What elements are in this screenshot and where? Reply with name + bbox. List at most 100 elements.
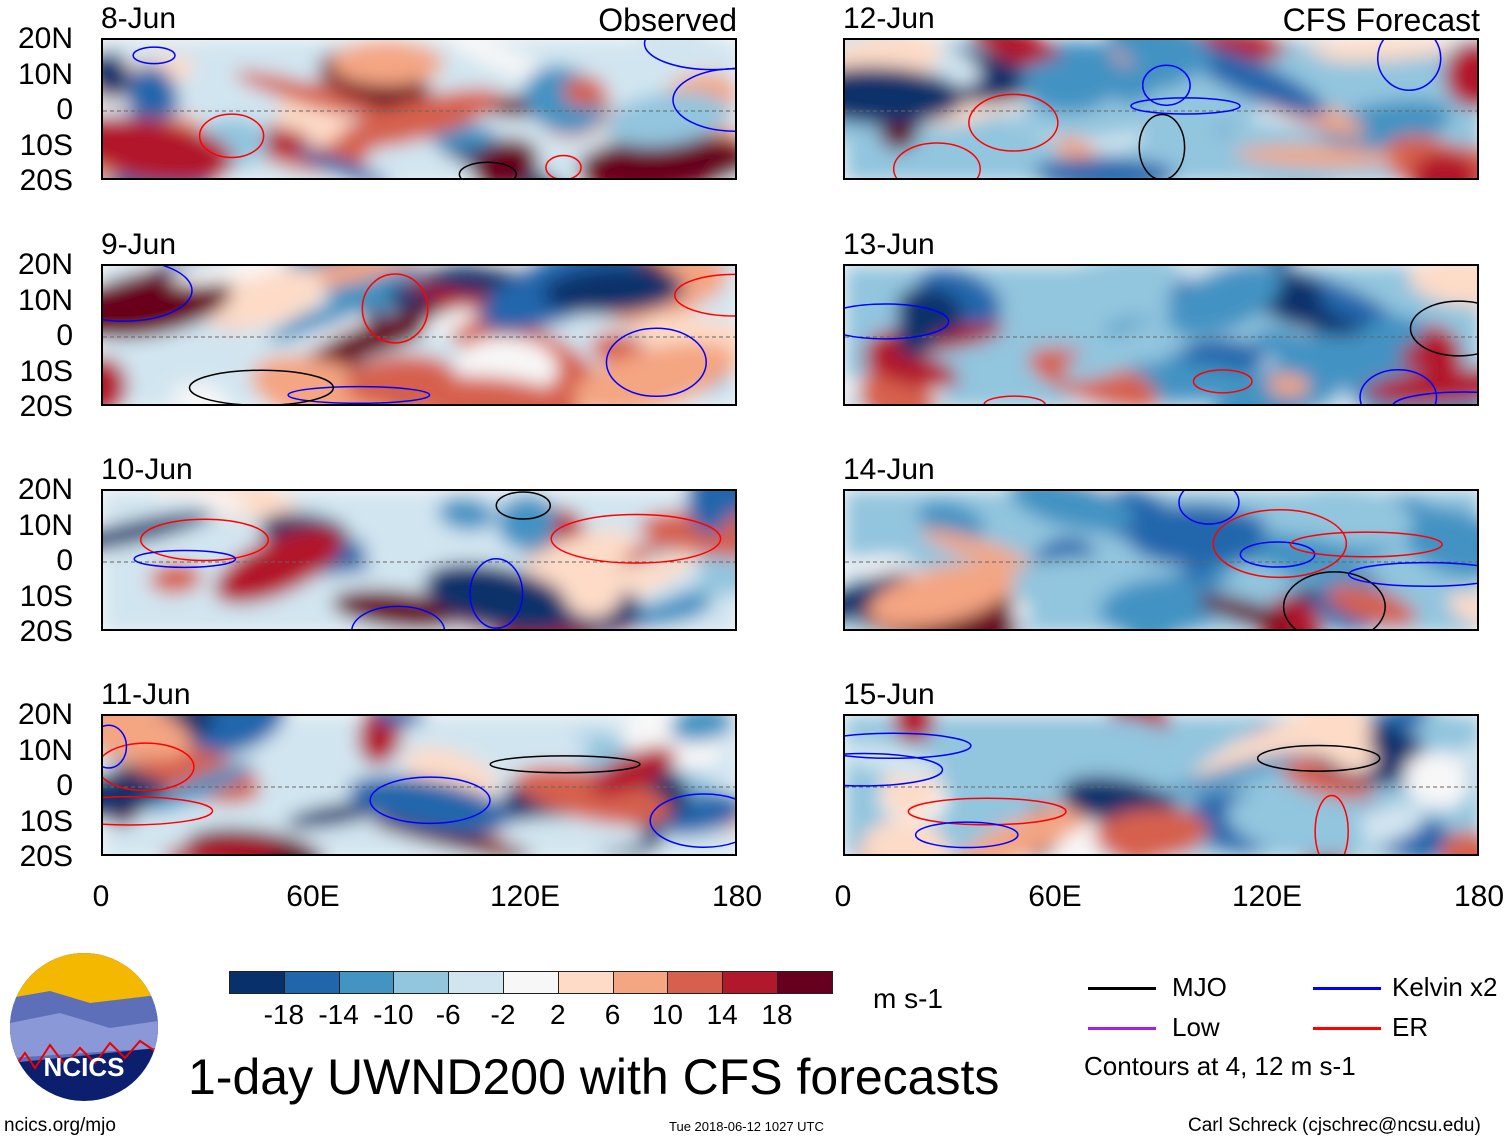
kelvin-contour (605, 327, 707, 398)
colorbar-tick-label: 14 (706, 999, 738, 1030)
wind-anomaly-patch (126, 65, 179, 131)
wind-anomaly-patch (103, 774, 169, 817)
er-contour (968, 93, 1059, 152)
map-panel (843, 714, 1479, 856)
er-contour (892, 142, 981, 178)
map-panel (101, 38, 737, 180)
wind-anomaly-patch (845, 742, 942, 779)
colorbar-swatch (722, 971, 778, 994)
wind-anomaly-patch (438, 497, 495, 531)
wind-anomaly-patch (578, 134, 735, 178)
panel-date: 9-Jun (101, 228, 177, 261)
wind-anomaly-patch (177, 716, 286, 756)
legend-low-label: Low (1172, 1012, 1220, 1042)
wind-anomaly-patch (1082, 717, 1195, 790)
kelvin-contour (1359, 368, 1438, 404)
wind-anomaly-patch (562, 75, 607, 107)
panel-date: 8-Jun (101, 2, 177, 35)
wind-anomaly-patch (406, 376, 581, 404)
wind-anomaly-patch (1448, 592, 1477, 625)
wind-anomaly-patch (424, 563, 577, 629)
lon-label: 120E (1231, 880, 1303, 913)
wind-anomaly-patch (199, 266, 326, 329)
wind-anomaly-patch (1288, 491, 1413, 547)
lat-label: 10N (17, 733, 73, 767)
wind-anomaly-patch (1235, 145, 1397, 167)
lon-label: 120E (489, 880, 561, 913)
lon-label: 0 (92, 880, 110, 913)
wind-anomaly-patch (542, 266, 685, 315)
colorbar-swatch (612, 971, 669, 994)
wind-anomaly-patch (845, 555, 913, 575)
colorbar-tick-label: -6 (435, 999, 461, 1030)
mjo-contour (1256, 744, 1381, 772)
wind-anomaly-patch (1053, 137, 1098, 163)
wind-anomaly-patch (336, 88, 503, 150)
wind-anomaly-patch (373, 716, 426, 726)
kelvin-contour (914, 821, 1019, 849)
map-panel (101, 489, 737, 631)
wind-anomaly-patch (638, 510, 735, 559)
wind-anomaly-patch (514, 766, 672, 826)
wind-anomaly-patch (1227, 563, 1291, 593)
colorbar-swatch (777, 971, 833, 994)
footer-author: Carl Schreck (cjschrec@ncsu.edu) (1188, 1115, 1481, 1136)
wind-anomaly-patch (1198, 594, 1291, 629)
lat-label: 20N (17, 698, 73, 731)
wind-anomaly-patch (103, 716, 192, 760)
colorbar-swatch (393, 971, 450, 994)
wind-anomaly-patch (920, 529, 1034, 569)
colorbar-swatch (557, 971, 614, 994)
wind-anomaly-patch (369, 817, 534, 854)
wind-anomaly-patch (497, 495, 557, 550)
svg-text:NCICS: NCICS (44, 1052, 125, 1082)
panel-date: 13-Jun (843, 228, 935, 261)
wind-anomaly-patch (604, 91, 731, 147)
kelvin-contour (845, 732, 972, 759)
wind-anomaly-patch (348, 775, 514, 835)
footer-url[interactable]: ncics.org/mjo (4, 1115, 116, 1136)
kelvin-contour (133, 549, 237, 569)
lat-label: 20S (19, 164, 73, 197)
wind-anomaly-patch (1326, 585, 1417, 627)
wind-anomaly-patch (1267, 374, 1310, 397)
wind-anomaly-patch (1099, 576, 1225, 629)
colorbar-tick-label: 10 (651, 999, 683, 1030)
colorbar-swatch (229, 971, 285, 994)
kelvin-contour (845, 303, 950, 340)
ncics-logo: NCICS (10, 953, 158, 1101)
wind-anomaly-patch (1062, 314, 1198, 382)
colorbar-units: m s-1 (873, 983, 943, 1014)
legend-kelvin-line (1313, 987, 1381, 990)
wind-anomaly-patch (573, 342, 735, 404)
wind-anomaly-patch (317, 742, 359, 779)
lon-label: 60E (286, 880, 340, 913)
kelvin-contour (1130, 97, 1241, 115)
wind-anomaly-patch (1440, 831, 1477, 854)
legend-mjo-label: MJO (1172, 972, 1227, 1002)
er-contour (103, 796, 214, 826)
er-contour (139, 518, 270, 562)
colorbar-tick-label: -10 (373, 999, 414, 1030)
kelvin-contour (1376, 40, 1442, 91)
wind-anomaly-patch (590, 746, 677, 796)
legend-low-line (1088, 1027, 1156, 1030)
wind-anomaly-patch (1007, 266, 1183, 334)
lon-label: 180 (1453, 880, 1505, 913)
wind-anomaly-patch (893, 716, 935, 743)
wind-anomaly-patch (330, 41, 444, 86)
er-contour (103, 742, 195, 792)
legend-mjo-line (1088, 987, 1156, 990)
wind-anomaly-patch (1227, 791, 1366, 854)
kelvin-contour (103, 266, 193, 322)
er-contour (545, 154, 582, 178)
er-contour (674, 273, 735, 317)
kelvin-contour (649, 793, 735, 848)
lon-label: 180 (711, 880, 763, 913)
wind-anomaly-patch (149, 563, 202, 594)
wind-anomaly-patch (332, 589, 463, 629)
colorbar-swatch (448, 971, 504, 994)
lat-label: 20N (17, 473, 73, 506)
colorbar-tick-label: 2 (550, 999, 566, 1030)
mjo-contour (489, 755, 641, 774)
